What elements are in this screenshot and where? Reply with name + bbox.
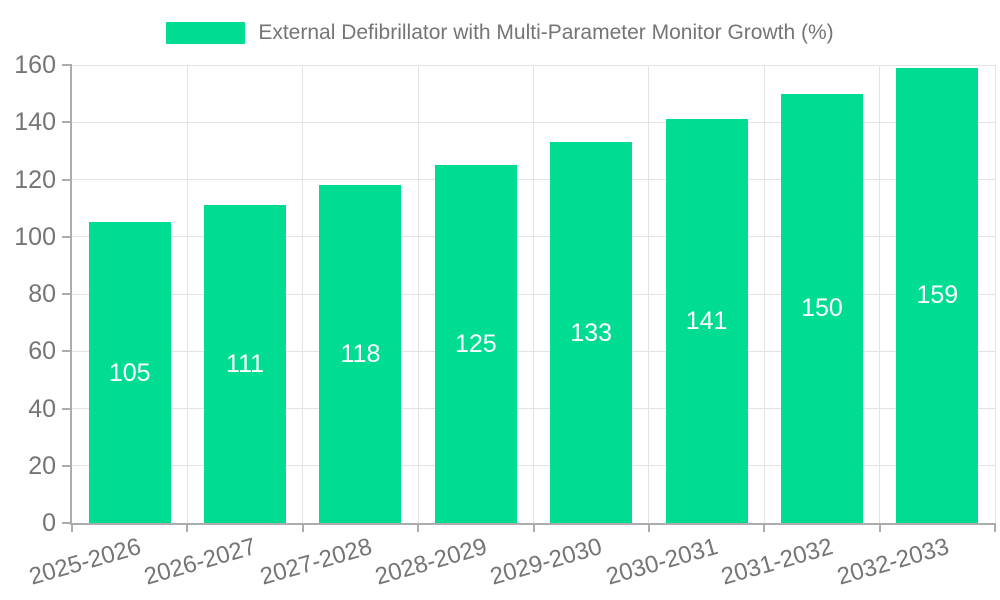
x-axis-label: 2030-2031 [602,533,721,591]
legend-swatch [166,22,246,44]
y-axis-label: 160 [14,51,56,79]
gridline [186,65,188,523]
y-tick [62,522,72,524]
bar-value-label: 111 [226,350,265,379]
y-tick [62,235,72,238]
gridline [533,65,534,523]
x-tick [417,523,420,532]
bar-value-label: 133 [570,318,613,347]
bar [780,93,863,523]
y-axis-label: 120 [14,165,56,194]
y-tick [62,293,72,295]
bar [665,119,748,523]
y-tick [62,407,72,410]
y-axis-label: 40 [28,394,56,423]
bar [204,205,287,523]
x-tick [532,523,535,532]
bar-value-label: 125 [454,330,497,359]
bar-value-label: 118 [340,340,381,369]
x-axis-label: 2032-2033 [833,533,952,591]
bar [88,222,171,523]
x-tick [994,523,996,532]
bar-value-label: 141 [685,307,728,336]
x-axis-label: 2026-2027 [141,533,260,591]
bar [434,165,517,523]
y-tick [62,178,72,181]
x-tick [878,523,881,532]
y-axis-label: 0 [42,509,56,537]
gridline [417,65,419,523]
gridline [648,65,650,523]
x-tick [647,523,650,532]
y-axis-label: 100 [14,222,56,251]
gridline [994,65,996,523]
y-tick [62,64,72,66]
gridline [302,65,304,523]
x-axis-label: 2029-2030 [487,533,606,591]
bar-value-label: 105 [108,358,151,387]
bar [896,67,979,523]
x-axis-label: 2031-2032 [718,533,837,591]
x-tick [71,523,73,532]
gridline [763,65,765,523]
y-axis-label: 80 [28,280,56,308]
bar [319,185,402,523]
y-tick [62,121,72,124]
legend-label: External Defibrillator with Multi-Parame… [258,21,834,44]
y-axis-label: 20 [28,451,56,480]
x-axis-line [70,523,995,525]
y-tick [62,464,72,467]
y-axis-label: 60 [28,337,56,366]
x-tick [301,523,304,532]
x-axis-label: 2025-2026 [26,533,144,591]
bar [550,142,633,523]
gridline [879,65,881,523]
y-tick [62,350,72,353]
y-axis-label: 140 [14,108,56,137]
x-tick [763,523,766,532]
legend: External Defibrillator with Multi-Parame… [0,18,1000,48]
y-axis-line [70,65,72,523]
bar-value-label: 150 [801,294,843,323]
bar-value-label: 159 [916,281,959,310]
x-tick [186,523,189,532]
x-axis-label: 2027-2028 [256,533,375,591]
x-axis-label: 2028-2029 [372,533,490,591]
